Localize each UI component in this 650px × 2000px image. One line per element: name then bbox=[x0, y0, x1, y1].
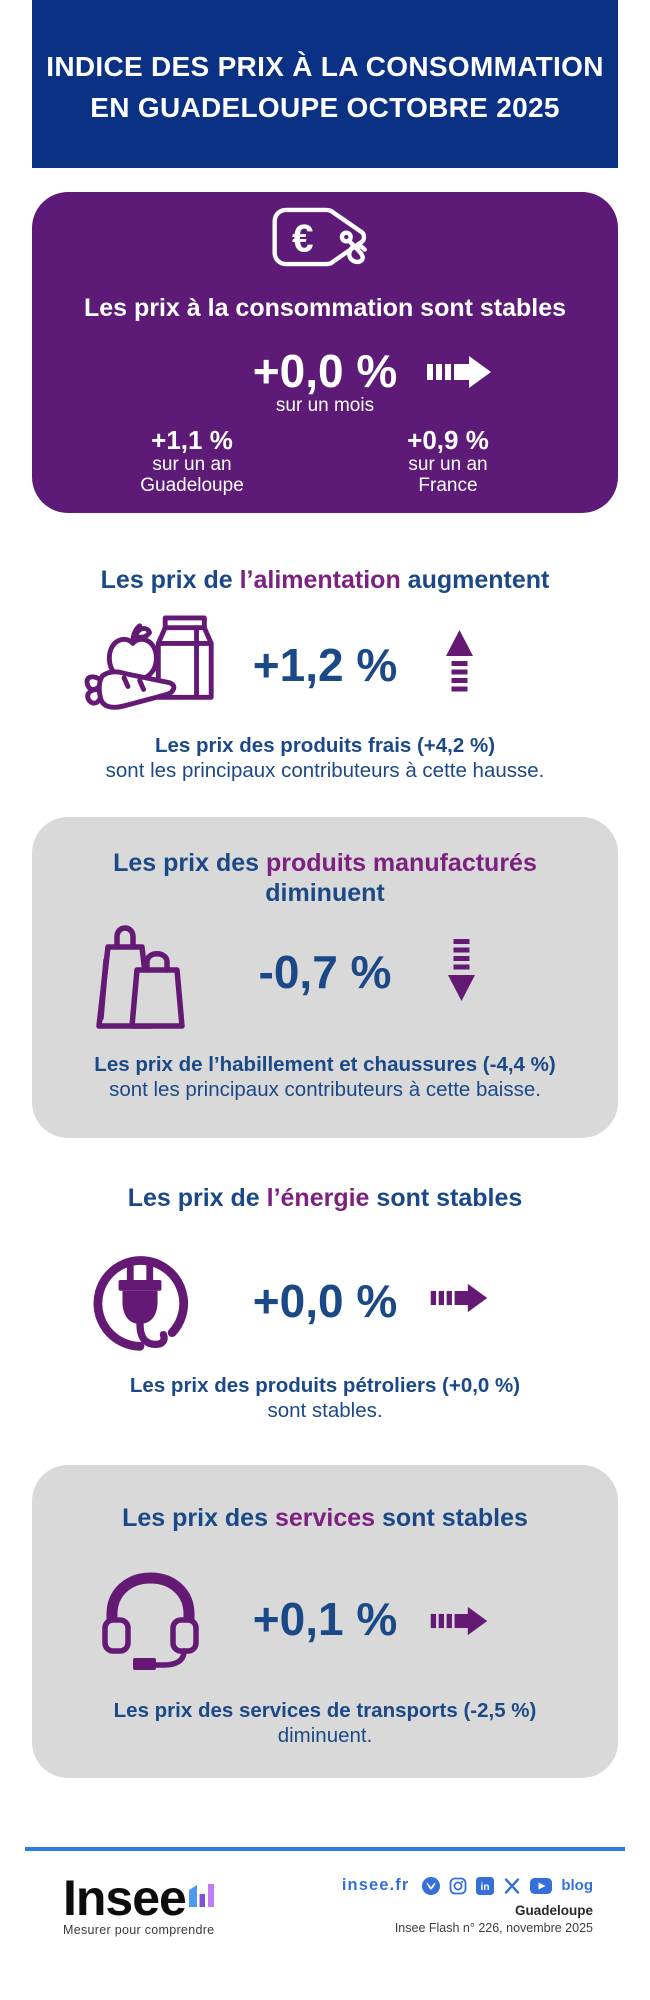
bluesky-icon[interactable] bbox=[422, 1876, 441, 1895]
france-label: France bbox=[418, 475, 478, 496]
x-icon[interactable] bbox=[503, 1877, 521, 1895]
section-alimentation-title: Les prix de l’alimentation augmentent bbox=[65, 565, 585, 595]
section-energie: Les prix de l’énergie sont stables +0,0 … bbox=[32, 1170, 618, 1430]
title-accent: produits manufacturés bbox=[265, 849, 537, 877]
hero-title: Les prix à la consommation sont stables bbox=[83, 294, 567, 322]
hero-main-value: +0,0 % bbox=[252, 345, 398, 397]
manufactures-caption: Les prix de l’habillement et chaussures … bbox=[32, 1052, 618, 1102]
title-part: augmentent bbox=[400, 566, 550, 594]
section-manufactures-title: Les prix des produits manufacturés dimin… bbox=[65, 848, 585, 908]
insee-logo-text: Insee bbox=[63, 1870, 187, 1926]
section-produits-manufactures: Les prix des produits manufacturés dimin… bbox=[32, 817, 618, 1138]
linkedin-glyph: in bbox=[481, 1882, 490, 1893]
title-part: Les prix de bbox=[100, 566, 240, 594]
section-alimentation: Les prix de l’alimentation augmentent bbox=[32, 556, 618, 808]
headset-icon bbox=[102, 1572, 199, 1670]
section-energie-title: Les prix de l’énergie sont stables bbox=[65, 1183, 585, 1213]
france-yearly-caption: sur un an bbox=[408, 454, 488, 475]
title-part: Les prix de bbox=[127, 1184, 267, 1212]
alimentation-value-row: +1,2 % bbox=[32, 615, 618, 715]
caption-bold: Les prix de l’habillement et chaussures … bbox=[94, 1053, 556, 1076]
title-accent: l’alimentation bbox=[239, 566, 401, 594]
food-icon bbox=[84, 615, 214, 710]
energie-value-row: +0,0 % bbox=[32, 1243, 618, 1358]
caption-bold: Les prix des produits frais (+4,2 %) bbox=[154, 734, 496, 757]
guadeloupe-label: Guadeloupe bbox=[140, 475, 244, 496]
hero-sub-values: +1,1 % sur un an Guadeloupe +0,9 % sur u… bbox=[32, 426, 618, 498]
title-part: diminuent bbox=[265, 879, 385, 907]
title-part: sont stables bbox=[375, 1504, 528, 1532]
services-value-row: +0,1 % bbox=[32, 1568, 618, 1670]
hero-main-caption: sur un mois bbox=[275, 395, 375, 416]
insee-logo: Insee Mesurer pour comprendre bbox=[63, 1870, 215, 1937]
caption-bold: Les prix des produits pétroliers (+0,0 %… bbox=[129, 1374, 521, 1397]
up-arrow-icon bbox=[446, 630, 473, 692]
section-services: Les prix des services sont stables +0,1 … bbox=[32, 1465, 618, 1778]
caption-regular: sont les principaux contributeurs à cett… bbox=[109, 1078, 541, 1101]
title-part: Les prix des bbox=[113, 849, 266, 877]
title-part: Les prix des bbox=[122, 1504, 275, 1532]
electric-plug-icon bbox=[93, 1256, 189, 1351]
hero-value-row: +0,0 % bbox=[32, 346, 618, 396]
caption-regular: sont stables. bbox=[267, 1399, 383, 1422]
title-line-2: EN GUADELOUPE OCTOBRE 2025 bbox=[90, 92, 560, 123]
france-yearly-block: +0,9 % sur un an France bbox=[407, 426, 489, 496]
hero-card: € Les prix à la consommation sont stable… bbox=[32, 192, 618, 513]
title-part: sont stables bbox=[369, 1184, 523, 1212]
title-line-1: INDICE DES PRIX À LA CONSOMMATION bbox=[46, 51, 604, 82]
linkedin-icon[interactable]: in bbox=[476, 1876, 495, 1895]
energie-value: +0,0 % bbox=[252, 1274, 398, 1327]
guadeloupe-yearly-value: +1,1 % bbox=[151, 425, 233, 455]
right-arrow-icon bbox=[427, 356, 491, 388]
footer-links-row: insee.fr in blo bbox=[342, 1876, 593, 1895]
section-services-title: Les prix des services sont stables bbox=[65, 1503, 585, 1533]
instagram-icon[interactable] bbox=[449, 1877, 467, 1895]
insee-tagline: Mesurer pour comprendre bbox=[63, 1923, 215, 1937]
blog-link[interactable]: blog bbox=[561, 1877, 593, 1894]
publication-reference: Insee Flash n° 226, novembre 2025 bbox=[394, 1921, 593, 1935]
alimentation-caption: Les prix des produits frais (+4,2 %) son… bbox=[32, 733, 618, 783]
energie-caption: Les prix des produits pétroliers (+0,0 %… bbox=[32, 1373, 618, 1423]
footer-info: insee.fr in blo bbox=[342, 1876, 593, 1935]
right-arrow-icon bbox=[430, 1606, 488, 1636]
region-label: Guadeloupe bbox=[514, 1903, 593, 1918]
down-arrow-icon bbox=[448, 939, 475, 1001]
euro-symbol: € bbox=[292, 218, 314, 261]
title-accent: services bbox=[274, 1504, 376, 1532]
services-caption: Les prix des services de transports (-2,… bbox=[32, 1698, 618, 1748]
manufactures-value-row: -0,7 % bbox=[32, 912, 618, 1032]
caption-bold: Les prix des services de transports (-2,… bbox=[113, 1699, 537, 1722]
guadeloupe-yearly-caption: sur un an bbox=[152, 454, 232, 475]
insee-fr-link[interactable]: insee.fr bbox=[341, 1876, 410, 1894]
youtube-icon[interactable] bbox=[530, 1877, 553, 1894]
page-title: INDICE DES PRIX À LA CONSOMMATION EN GUA… bbox=[32, 0, 618, 168]
caption-regular: sont les principaux contributeurs à cett… bbox=[105, 759, 545, 782]
manufactures-value: -0,7 % bbox=[258, 946, 392, 998]
caption-regular: diminuent. bbox=[277, 1724, 373, 1747]
alimentation-value: +1,2 % bbox=[252, 639, 398, 691]
insee-logo-mark-icon bbox=[188, 1884, 214, 1907]
footer-divider bbox=[25, 1847, 625, 1851]
france-yearly-value: +0,9 % bbox=[407, 425, 489, 455]
right-arrow-icon bbox=[430, 1283, 488, 1313]
services-value: +0,1 % bbox=[252, 1593, 398, 1645]
guadeloupe-yearly-block: +1,1 % sur un an Guadeloupe bbox=[140, 426, 244, 496]
title-accent: l’énergie bbox=[266, 1184, 370, 1212]
shopping-bags-icon bbox=[96, 925, 185, 1029]
price-tag-euro-icon: € bbox=[272, 207, 367, 267]
